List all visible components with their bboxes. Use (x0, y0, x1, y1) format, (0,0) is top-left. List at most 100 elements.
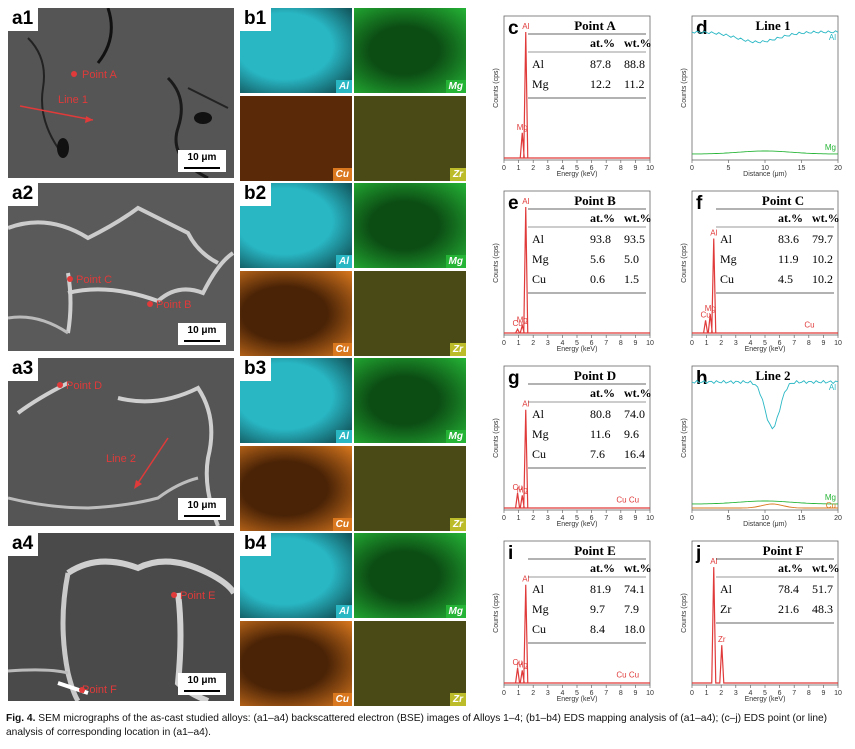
table-cell: 87.8 (590, 57, 611, 71)
spectrum-line (692, 238, 838, 334)
panel-label-a2: a2 (8, 183, 39, 206)
panel-letter: f (696, 193, 703, 214)
x-axis-label: Energy (keV) (557, 171, 598, 178)
panel-letter: d (696, 18, 708, 39)
peak-label-al: Al (522, 575, 529, 584)
x-tick-label: 8 (619, 690, 623, 697)
x-tick-label: 6 (590, 340, 594, 347)
table-cell: 74.1 (624, 582, 645, 596)
table-title: Point A (574, 18, 616, 33)
panel-letter: g (508, 368, 520, 389)
x-axis-label: Energy (keV) (557, 696, 598, 703)
panel-label-b1: b1 (240, 8, 272, 31)
scale-bar-a4: 10 μm (178, 673, 226, 695)
table-cell: Mg (720, 252, 737, 266)
panel-label-a1: a1 (8, 8, 39, 31)
x-tick-label: 15 (798, 165, 806, 172)
table-title: Point D (574, 368, 616, 383)
x-tick-label: 9 (633, 515, 637, 522)
x-tick-label: 3 (734, 340, 738, 347)
x-tick-label: 1 (517, 165, 521, 172)
table-cell: Mg (532, 77, 549, 91)
map-b3-cu: Cu (240, 446, 352, 531)
map-b2-zr: Zr (354, 271, 466, 356)
chart-h: 0 5 10 15 20 Distance (μm) Counts (cps) h Line 2… (662, 358, 846, 528)
series-label-al: Al (829, 33, 836, 42)
x-tick-label: 1 (517, 340, 521, 347)
table-cell: Al (720, 582, 733, 596)
x-tick-label: 0 (502, 340, 506, 347)
x-tick-label: 20 (834, 515, 842, 522)
point-c-label: Point C (76, 274, 112, 286)
x-tick-label: 7 (792, 690, 796, 697)
peak-label-al: Al (710, 229, 717, 238)
peak-label-al: Al (522, 22, 529, 31)
x-tick-label: 10 (646, 690, 654, 697)
x-axis-label: Distance (μm) (743, 521, 787, 528)
table-cell: 0.6 (590, 272, 605, 286)
peak-label-zr: Zr (718, 635, 726, 644)
series-label-mg: Mg (825, 493, 836, 502)
peak-label-mg: Mg (517, 660, 528, 669)
series-mg (692, 150, 838, 155)
x-tick-label: 3 (734, 690, 738, 697)
panel-label-b2: b2 (240, 183, 272, 206)
table-header: wt.% (624, 211, 652, 225)
y-axis-label: Counts (cps) (493, 418, 500, 458)
table-cell: 48.3 (812, 602, 833, 616)
peak-label-al: Al (522, 400, 529, 409)
table-cell: 7.6 (590, 447, 605, 461)
x-tick-label: 0 (690, 690, 694, 697)
table-cell: Al (532, 407, 545, 421)
y-axis-label: Counts (cps) (681, 68, 688, 108)
table-cell: Al (532, 57, 545, 71)
map-tag-zr: Zr (450, 693, 466, 706)
sem-panel-a1: Point A Line 1 a1 10 μm (8, 8, 234, 178)
y-axis-label: Counts (cps) (681, 243, 688, 283)
x-tick-label: 9 (821, 690, 825, 697)
table-cell: 1.5 (624, 272, 639, 286)
table-cell: 10.2 (812, 272, 833, 286)
x-tick-label: 6 (778, 690, 782, 697)
peak-label-al: Al (522, 197, 529, 206)
table-cell: 93.8 (590, 232, 611, 246)
panel-letter: i (508, 543, 513, 564)
x-tick-label: 2 (719, 340, 723, 347)
map-b1-zr: Zr (354, 96, 466, 181)
peak-label-cu: Cu (629, 670, 639, 679)
table-cell: Cu (532, 622, 546, 636)
x-tick-label: 0 (690, 515, 694, 522)
table-cell: 12.2 (590, 77, 611, 91)
x-tick-label: 8 (619, 165, 623, 172)
x-tick-label: 8 (619, 340, 623, 347)
caption-text: SEM micrographs of the as-cast studied a… (6, 713, 828, 738)
panel-label-a4: a4 (8, 533, 39, 556)
peak-label-cu: Cu (512, 658, 522, 667)
x-tick-label: 20 (834, 165, 842, 172)
scale-bar-a1: 10 μm (178, 150, 226, 172)
table-cell: Mg (532, 602, 549, 616)
table-title: Point C (762, 193, 804, 208)
x-tick-label: 4 (560, 165, 564, 172)
table-cell: Mg (532, 427, 549, 441)
table-cell: 7.9 (624, 602, 639, 616)
x-tick-label: 6 (590, 515, 594, 522)
x-tick-label: 4 (748, 690, 752, 697)
line-1-label: Line 1 (58, 94, 88, 106)
x-tick-label: 9 (821, 340, 825, 347)
x-tick-label: 7 (792, 340, 796, 347)
x-tick-label: 0 (502, 690, 506, 697)
series-label-cu: Cu (826, 501, 836, 510)
table-header: at.% (590, 386, 615, 400)
table-cell: 83.6 (778, 232, 799, 246)
x-tick-label: 5 (575, 340, 579, 347)
map-tag-zr: Zr (450, 518, 466, 531)
peak-label-cu: Cu (512, 483, 522, 492)
x-tick-label: 2 (531, 340, 535, 347)
x-tick-label: 1 (517, 690, 521, 697)
map-b4-zr: Zr (354, 621, 466, 706)
chart-c: 0 1 2 3 4 5 6 7 8 9 10 Energy (keV) Counts (cps) c Al M… (474, 8, 658, 178)
x-tick-label: 2 (531, 690, 535, 697)
series-cu (692, 503, 838, 509)
table-cell: 10.2 (812, 252, 833, 266)
